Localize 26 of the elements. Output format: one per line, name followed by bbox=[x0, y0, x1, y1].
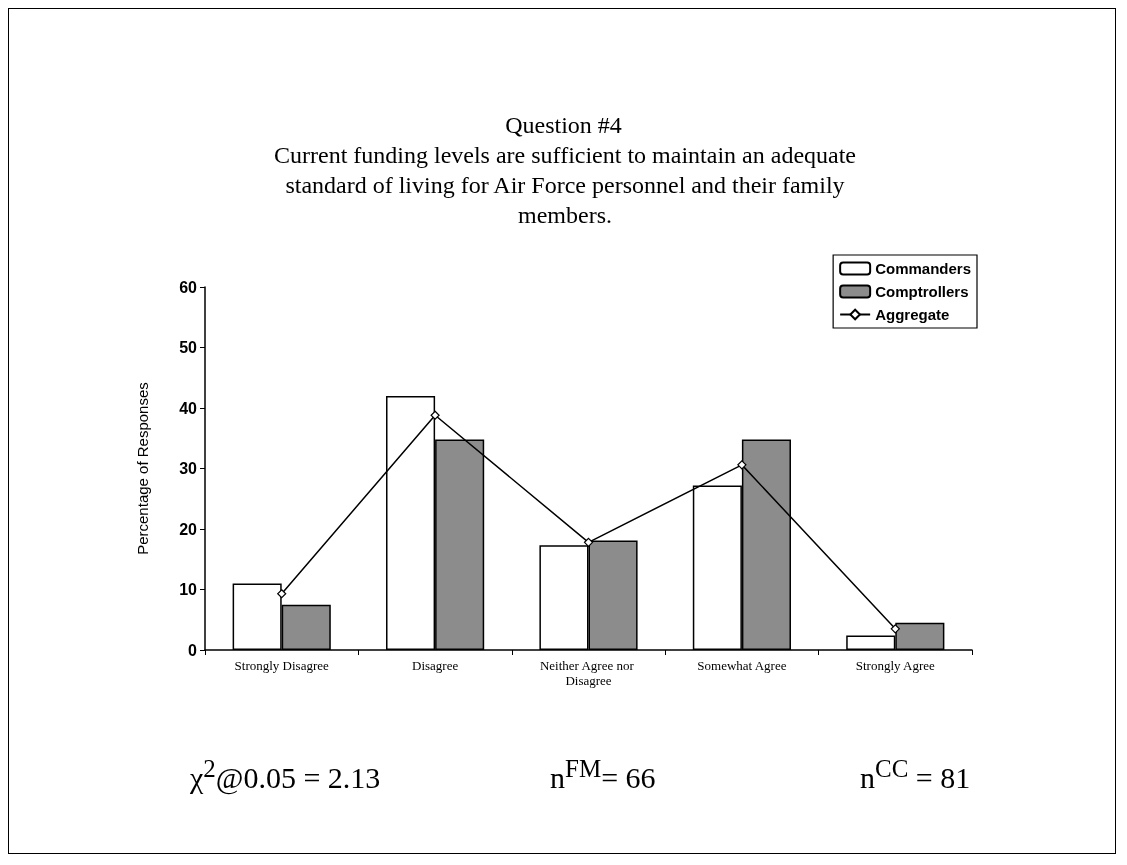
point bbox=[277, 589, 287, 599]
chart-subtitle: Current funding levels are sufficient to maintain an adequate standard of living for Air Force personnel and their family members. bbox=[273, 141, 857, 230]
x-tick-label: Strongly Agree bbox=[855, 658, 936, 673]
point bbox=[890, 624, 900, 634]
text: n$^{FM}$= 66 bbox=[550, 755, 656, 795]
legend-label: Aggregate bbox=[875, 306, 950, 323]
y-tick-label: 20 bbox=[179, 520, 198, 538]
y-tick-label: 10 bbox=[179, 581, 198, 598]
y-axis-title: Percentage of Responses bbox=[134, 382, 151, 555]
text: n$^{CC}$ = 81 bbox=[860, 755, 971, 795]
point bbox=[430, 410, 440, 420]
point bbox=[583, 537, 594, 547]
text: χ$^{2}$@0.05 = 2.13 bbox=[190, 755, 381, 795]
y-tick-label: 40 bbox=[179, 399, 198, 417]
y-tick-label: 50 bbox=[179, 339, 198, 356]
legend-label: Commanders bbox=[875, 260, 971, 277]
legend-label: Comptrollers bbox=[875, 283, 969, 300]
y-tick-label: 60 bbox=[179, 278, 198, 296]
x-tick-label: Somewhat Agree bbox=[697, 658, 787, 673]
point bbox=[737, 460, 747, 470]
y-tick-label: 30 bbox=[179, 460, 198, 477]
x-tick-label: Neither Agree nor Disagree bbox=[539, 658, 638, 688]
chart-title: Question #4 bbox=[504, 111, 623, 140]
y-tick-label: 0 bbox=[188, 641, 198, 659]
x-tick-label: Strongly Disagree bbox=[234, 658, 330, 673]
x-tick-label: Disagree bbox=[412, 658, 459, 673]
